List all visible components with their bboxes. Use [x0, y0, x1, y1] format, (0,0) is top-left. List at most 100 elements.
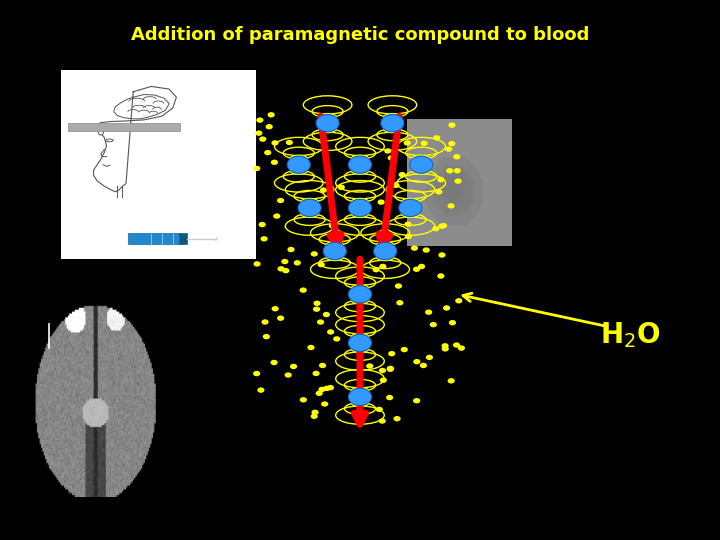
- Circle shape: [282, 259, 289, 264]
- Circle shape: [263, 334, 270, 339]
- Circle shape: [317, 319, 324, 325]
- Circle shape: [307, 345, 315, 350]
- Bar: [179, 233, 187, 244]
- Circle shape: [287, 156, 310, 173]
- Circle shape: [384, 148, 392, 154]
- Circle shape: [319, 363, 326, 368]
- Circle shape: [379, 377, 387, 383]
- Circle shape: [441, 346, 449, 352]
- Circle shape: [310, 414, 318, 419]
- Bar: [61, 70, 256, 259]
- Circle shape: [377, 199, 384, 205]
- Circle shape: [435, 189, 442, 194]
- Circle shape: [348, 156, 372, 173]
- Circle shape: [423, 247, 430, 253]
- Circle shape: [287, 247, 294, 252]
- Circle shape: [449, 123, 456, 128]
- Circle shape: [253, 261, 261, 267]
- Circle shape: [261, 236, 268, 241]
- Circle shape: [318, 262, 325, 267]
- Circle shape: [316, 114, 339, 132]
- Circle shape: [253, 371, 260, 376]
- Circle shape: [327, 385, 334, 390]
- Circle shape: [318, 387, 325, 392]
- Circle shape: [448, 378, 455, 383]
- Circle shape: [399, 199, 422, 217]
- Circle shape: [440, 223, 447, 228]
- Circle shape: [376, 407, 383, 412]
- Circle shape: [448, 141, 455, 146]
- Circle shape: [404, 140, 411, 146]
- Circle shape: [446, 168, 454, 173]
- Circle shape: [432, 226, 439, 231]
- Circle shape: [426, 355, 433, 360]
- Circle shape: [277, 198, 284, 203]
- Circle shape: [271, 360, 278, 365]
- Circle shape: [449, 320, 456, 326]
- Circle shape: [348, 199, 372, 217]
- Circle shape: [430, 322, 437, 327]
- Circle shape: [268, 112, 275, 118]
- Circle shape: [366, 363, 374, 369]
- Circle shape: [410, 156, 433, 173]
- Circle shape: [396, 300, 403, 306]
- Circle shape: [413, 398, 420, 403]
- Circle shape: [401, 347, 408, 352]
- Circle shape: [277, 266, 284, 272]
- Circle shape: [437, 177, 444, 183]
- Circle shape: [395, 284, 402, 289]
- Circle shape: [441, 343, 449, 348]
- Circle shape: [271, 140, 279, 146]
- Circle shape: [256, 117, 264, 123]
- Circle shape: [300, 397, 307, 402]
- Bar: [68, 123, 180, 131]
- Ellipse shape: [106, 139, 113, 141]
- Circle shape: [387, 367, 394, 372]
- Circle shape: [348, 334, 372, 352]
- Circle shape: [323, 242, 346, 260]
- Circle shape: [443, 305, 450, 310]
- Circle shape: [372, 267, 379, 272]
- Circle shape: [261, 319, 269, 325]
- Circle shape: [387, 366, 394, 371]
- Circle shape: [413, 267, 420, 272]
- Circle shape: [437, 273, 444, 279]
- Circle shape: [420, 363, 427, 368]
- Circle shape: [333, 336, 341, 342]
- Circle shape: [379, 418, 386, 424]
- Circle shape: [255, 131, 262, 136]
- Circle shape: [454, 168, 461, 173]
- Circle shape: [388, 351, 395, 356]
- Circle shape: [266, 124, 273, 130]
- Circle shape: [327, 329, 334, 335]
- Circle shape: [405, 221, 412, 227]
- Circle shape: [271, 160, 278, 165]
- Circle shape: [257, 387, 264, 393]
- Circle shape: [313, 307, 320, 312]
- Circle shape: [458, 346, 465, 351]
- Circle shape: [323, 312, 330, 317]
- Circle shape: [300, 287, 307, 293]
- Circle shape: [329, 223, 336, 228]
- Circle shape: [259, 137, 266, 142]
- Circle shape: [425, 309, 432, 315]
- Circle shape: [420, 140, 428, 146]
- Circle shape: [411, 245, 418, 251]
- Circle shape: [453, 154, 460, 159]
- Circle shape: [438, 224, 446, 229]
- Circle shape: [445, 146, 452, 152]
- Circle shape: [315, 390, 323, 396]
- Circle shape: [387, 155, 395, 160]
- Circle shape: [453, 342, 460, 348]
- Circle shape: [418, 264, 425, 269]
- Text: Addition of paramagnetic compound to blood: Addition of paramagnetic compound to blo…: [131, 26, 589, 44]
- Circle shape: [379, 368, 386, 373]
- Circle shape: [294, 260, 301, 266]
- Circle shape: [399, 172, 406, 177]
- Circle shape: [277, 315, 284, 321]
- Circle shape: [312, 410, 319, 415]
- Circle shape: [290, 364, 297, 369]
- Circle shape: [386, 395, 393, 400]
- Circle shape: [413, 359, 420, 364]
- Circle shape: [310, 251, 318, 256]
